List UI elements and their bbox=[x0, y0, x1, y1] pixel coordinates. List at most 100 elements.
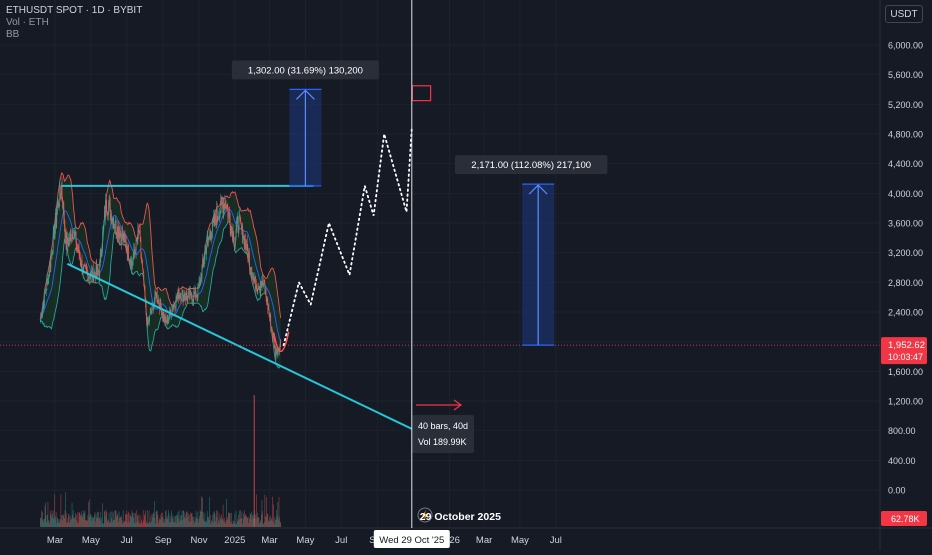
volume-bar bbox=[134, 522, 135, 527]
volume-bar bbox=[264, 494, 266, 527]
volume-bar bbox=[42, 511, 44, 527]
candle bbox=[193, 292, 195, 294]
volume-bar bbox=[62, 515, 63, 527]
volume-bar bbox=[77, 511, 79, 527]
volume-bar bbox=[202, 512, 204, 527]
currency-button[interactable]: USDT bbox=[885, 5, 923, 23]
candle bbox=[62, 197, 63, 209]
candle bbox=[259, 286, 261, 291]
volume-bar bbox=[155, 523, 156, 527]
price-tag-countdown: 10:03:47 bbox=[888, 352, 923, 362]
candle bbox=[97, 266, 99, 271]
volume-bar bbox=[153, 512, 155, 527]
candle bbox=[147, 321, 149, 324]
lightning-icon[interactable] bbox=[417, 507, 433, 523]
candle bbox=[76, 245, 78, 248]
candle bbox=[156, 292, 158, 299]
support-trendline[interactable] bbox=[66, 262, 423, 435]
volume-bar bbox=[148, 522, 149, 527]
volume-bar bbox=[78, 513, 80, 527]
candle bbox=[68, 238, 70, 241]
volume-bar bbox=[134, 513, 136, 527]
candle bbox=[194, 288, 196, 294]
volume-bar bbox=[75, 520, 77, 527]
volume-bar bbox=[278, 496, 280, 527]
candle bbox=[199, 280, 200, 283]
candle bbox=[57, 201, 59, 208]
candle bbox=[120, 233, 122, 236]
volume-bar bbox=[233, 521, 235, 527]
candle bbox=[89, 276, 91, 279]
volume-bar bbox=[231, 523, 233, 527]
candle bbox=[127, 245, 129, 258]
candle bbox=[257, 288, 259, 290]
candle bbox=[265, 289, 267, 297]
bb-indicator-label[interactable]: BB bbox=[6, 29, 20, 40]
volume-bar bbox=[161, 512, 162, 527]
volume-bar bbox=[236, 521, 238, 527]
candle bbox=[67, 243, 69, 247]
candle bbox=[198, 287, 199, 289]
symbol-title[interactable]: ETHUSDT SPOT · 1D · BYBIT bbox=[6, 5, 143, 16]
candle bbox=[231, 226, 233, 230]
candle bbox=[134, 249, 135, 253]
volume-bar bbox=[52, 518, 54, 527]
volume-bar bbox=[96, 511, 98, 527]
volume-bar bbox=[194, 517, 196, 527]
candle bbox=[118, 232, 120, 238]
volume-bar bbox=[104, 510, 106, 527]
candle bbox=[202, 258, 203, 267]
candle bbox=[244, 239, 246, 248]
volume-bar bbox=[50, 514, 52, 527]
volume-bar bbox=[187, 516, 189, 527]
volume-bar bbox=[93, 517, 95, 527]
candle bbox=[177, 289, 179, 296]
volume-bar bbox=[72, 514, 73, 527]
candle bbox=[104, 211, 105, 222]
candle bbox=[150, 312, 152, 314]
y-tick-label: 5,200.00 bbox=[888, 100, 923, 110]
bounce-marker[interactable] bbox=[272, 331, 290, 353]
volume-bar bbox=[261, 499, 263, 527]
candle bbox=[117, 226, 119, 238]
volume-bar bbox=[205, 521, 206, 527]
volume-bar bbox=[162, 512, 163, 527]
volume-bar bbox=[222, 518, 223, 527]
candle bbox=[66, 237, 68, 250]
candle bbox=[249, 255, 250, 269]
candle bbox=[232, 231, 234, 241]
volume-bar bbox=[102, 503, 103, 527]
x-tick-label: Jul bbox=[550, 535, 562, 546]
volume-bar bbox=[224, 521, 226, 527]
candle bbox=[132, 263, 133, 265]
volume-bar bbox=[250, 514, 252, 527]
volume-bar bbox=[141, 521, 143, 527]
candle bbox=[105, 200, 106, 218]
volume-bar bbox=[39, 517, 41, 527]
candle bbox=[155, 293, 157, 299]
candle bbox=[116, 233, 118, 238]
volume-bar bbox=[244, 516, 246, 527]
candle bbox=[92, 267, 94, 282]
candle bbox=[175, 306, 176, 309]
volume-bar bbox=[46, 522, 48, 527]
candle bbox=[221, 201, 223, 205]
volume-bar bbox=[166, 515, 168, 527]
volume-bar bbox=[212, 514, 213, 527]
volume-bar bbox=[208, 519, 210, 527]
volume-indicator-label[interactable]: Vol · ETH bbox=[6, 17, 49, 28]
volume-bar bbox=[115, 511, 117, 527]
candle bbox=[230, 228, 232, 234]
candle bbox=[216, 208, 217, 226]
candle bbox=[88, 276, 89, 281]
target-box[interactable] bbox=[411, 85, 432, 102]
volume-bar bbox=[74, 516, 76, 527]
candle bbox=[130, 261, 132, 268]
candle bbox=[74, 231, 75, 235]
candle bbox=[83, 266, 85, 268]
volume-bar bbox=[252, 514, 254, 527]
projection-path[interactable] bbox=[282, 127, 413, 347]
candle bbox=[185, 292, 187, 300]
